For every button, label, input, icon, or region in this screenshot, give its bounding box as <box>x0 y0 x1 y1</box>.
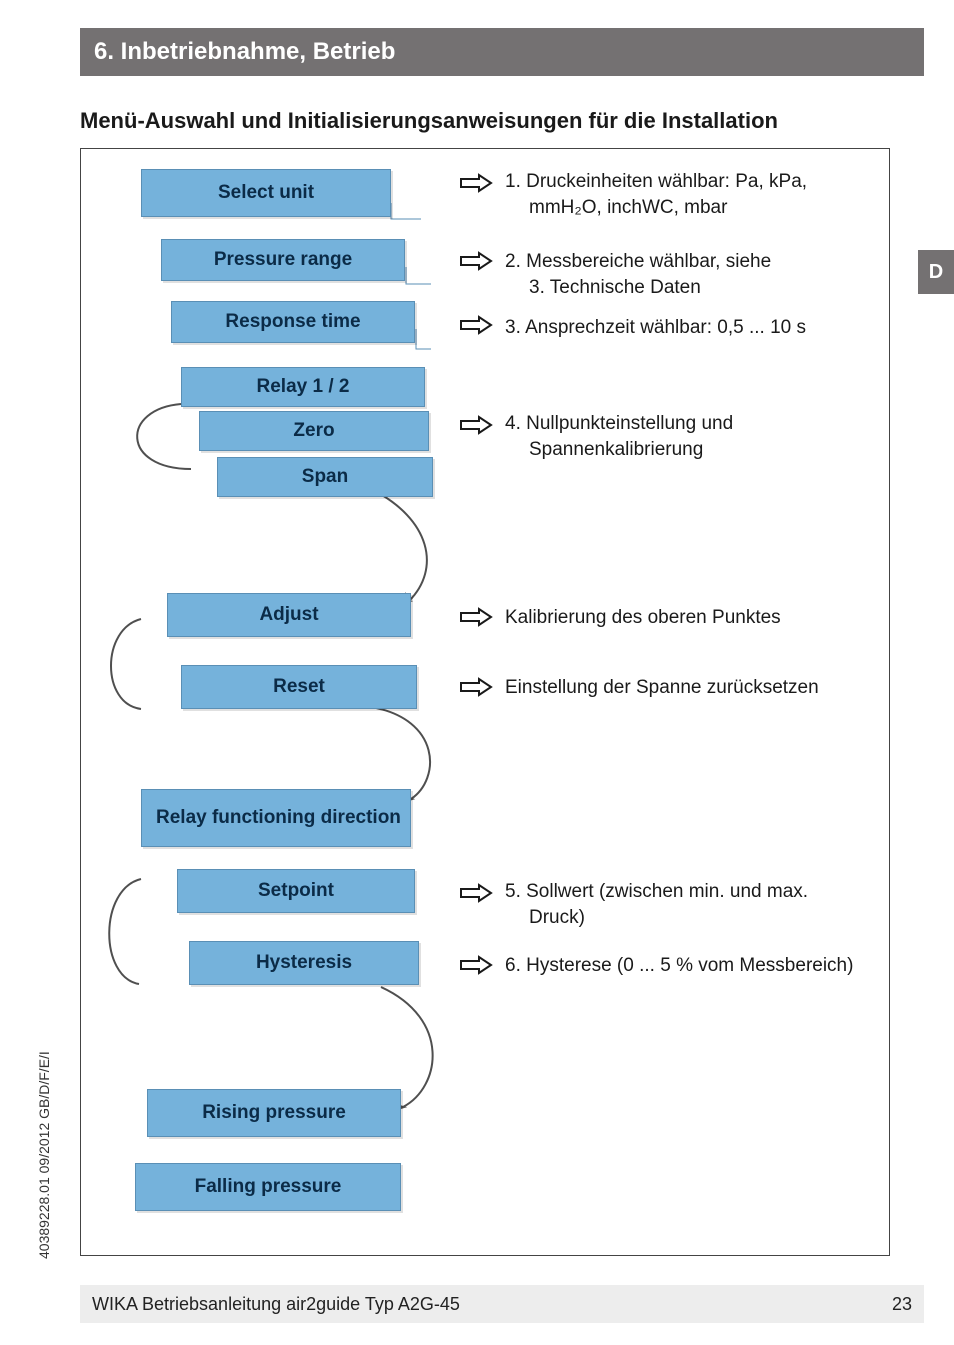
desc-adjust: Kalibrierung des oberen Punktes <box>505 605 781 632</box>
doc-number-vertical: 40389228.01 09/2012 GB/D/F/E/I <box>36 1051 52 1259</box>
desc-3: 3. Ansprechzeit wählbar: 0,5 ... 10 s <box>505 315 806 342</box>
desc-reset: Einstellung der Spanne zurücksetzen <box>505 675 819 702</box>
menu-response-time: Response time <box>171 301 415 343</box>
page-footer: WIKA Betriebsanleitung air2guide Typ A2G… <box>80 1285 924 1323</box>
menu-relay12: Relay 1 / 2 <box>181 367 425 407</box>
menu-setpoint: Setpoint <box>177 869 415 913</box>
menu-falling-pressure: Falling pressure <box>135 1163 401 1211</box>
desc-2-line1: 2. Messbereiche wählbar, siehe <box>505 249 771 276</box>
menu-rising-pressure: Rising pressure <box>147 1089 401 1137</box>
page-subtitle: Menü-Auswahl und Initialisierungsanweisu… <box>80 108 778 134</box>
menu-reset: Reset <box>181 665 417 709</box>
desc-1-line2: mmH₂O, inchWC, mbar <box>529 195 727 222</box>
menu-adjust: Adjust <box>167 593 411 637</box>
desc-2-line2: 3. Technische Daten <box>529 275 701 302</box>
section-title: 6. Inbetriebnahme, Betrieb <box>94 38 395 66</box>
menu-diagram: Select unit Pressure range Response time… <box>80 148 890 1256</box>
footer-doc-title: WIKA Betriebsanleitung air2guide Typ A2G… <box>92 1294 460 1315</box>
desc-1-line1: 1. Druckeinheiten wählbar: Pa, kPa, <box>505 169 807 196</box>
desc-setpoint-line2: Druck) <box>529 905 585 932</box>
menu-span: Span <box>217 457 433 497</box>
section-header: 6. Inbetriebnahme, Betrieb <box>80 28 924 76</box>
menu-zero: Zero <box>199 411 429 451</box>
desc-4-line2: Spannenkalibrierung <box>529 437 703 464</box>
desc-hysteresis: 6. Hysterese (0 ... 5 % vom Messbereich) <box>505 953 853 980</box>
footer-page-number: 23 <box>892 1294 912 1315</box>
language-tab: D <box>918 250 954 294</box>
menu-select-unit: Select unit <box>141 169 391 217</box>
menu-pressure-range: Pressure range <box>161 239 405 281</box>
menu-hysteresis: Hysteresis <box>189 941 419 985</box>
desc-setpoint-line1: 5. Sollwert (zwischen min. und max. <box>505 879 808 906</box>
menu-relay-functioning: Relay functioning direction <box>141 789 411 847</box>
desc-4-line1: 4. Nullpunkteinstellung und <box>505 411 733 438</box>
